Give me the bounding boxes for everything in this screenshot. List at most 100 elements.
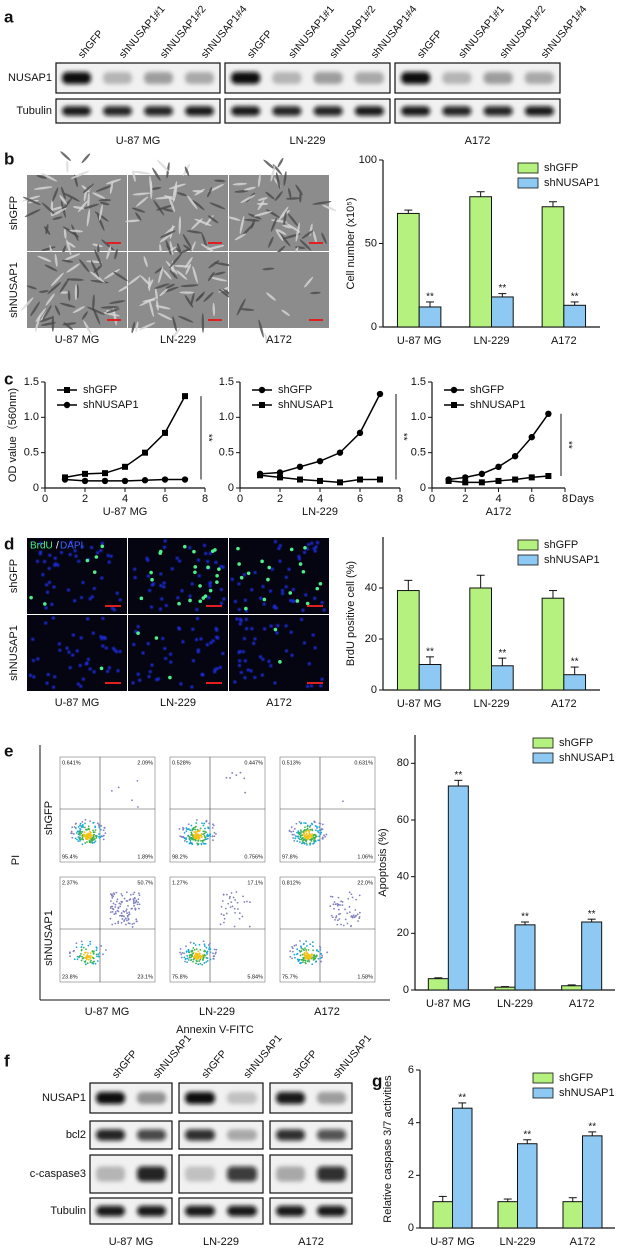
point <box>356 429 364 437</box>
event <box>207 944 210 946</box>
x-tick-label: 2 <box>462 493 468 505</box>
event <box>100 824 103 827</box>
quadrant-percent: 75.8% <box>172 974 188 980</box>
cell <box>270 165 276 182</box>
event <box>213 835 216 838</box>
cell <box>258 319 264 338</box>
event <box>193 831 195 833</box>
blot-band <box>62 106 91 116</box>
event <box>129 893 132 896</box>
nucleus <box>262 602 266 606</box>
event <box>289 950 292 953</box>
event <box>98 825 100 827</box>
cell <box>281 309 291 317</box>
event <box>84 818 87 821</box>
event <box>110 905 112 908</box>
event <box>86 841 88 843</box>
col-label: LN-229 <box>199 1006 235 1018</box>
event <box>342 800 344 803</box>
event <box>336 923 339 926</box>
cell <box>184 166 190 177</box>
event <box>206 837 209 840</box>
brdu-nucleus <box>198 584 202 588</box>
event <box>196 835 199 837</box>
blot-band <box>96 1129 125 1141</box>
significance: ** <box>521 912 529 923</box>
nucleus <box>239 670 243 675</box>
event <box>304 822 307 825</box>
row-label: shGFP <box>43 801 55 835</box>
nucleus <box>260 673 265 677</box>
event <box>180 956 183 959</box>
event <box>194 834 197 837</box>
event <box>89 835 92 838</box>
cell <box>192 265 198 284</box>
bar <box>447 785 469 991</box>
cell <box>234 190 249 193</box>
cell <box>276 228 287 235</box>
blot-band <box>401 106 431 116</box>
axis-label: Annexin V-FITC <box>176 1024 254 1036</box>
flow-plot <box>279 756 376 863</box>
nucleus <box>77 559 81 563</box>
point <box>495 463 502 470</box>
event <box>296 958 299 961</box>
blot-band <box>227 1166 257 1182</box>
event <box>323 834 325 837</box>
cell <box>147 279 154 289</box>
event <box>95 949 98 952</box>
x-tick-label: LN-229 <box>497 998 533 1010</box>
event <box>112 902 115 905</box>
y-tick-label: 1.5 <box>24 376 39 388</box>
event <box>76 958 79 961</box>
cell-line-label: U-87 MG <box>116 135 161 147</box>
event <box>229 777 231 779</box>
nucleus <box>277 546 281 551</box>
quadrant-percent: 97.8% <box>282 854 298 860</box>
event <box>319 946 322 949</box>
significance: ** <box>588 909 596 920</box>
panel-label: e <box>4 741 13 760</box>
event <box>316 825 318 828</box>
event <box>132 900 135 903</box>
nucleus <box>53 675 57 679</box>
x-tick-label: A172 <box>570 1236 596 1248</box>
cell <box>154 283 170 289</box>
nucleus <box>47 580 52 584</box>
event <box>225 912 228 915</box>
event <box>185 830 188 833</box>
event <box>197 963 200 966</box>
cell <box>201 233 208 250</box>
nucleus <box>268 589 273 593</box>
brdu-nucleus <box>288 591 293 595</box>
event <box>235 774 238 777</box>
nucleus <box>250 588 254 592</box>
event <box>315 949 318 951</box>
cell <box>66 160 69 173</box>
event <box>196 960 199 963</box>
cell <box>321 232 327 244</box>
brdu-nucleus <box>315 586 320 591</box>
nucleus <box>258 596 263 600</box>
event <box>79 824 81 827</box>
error-bar <box>548 201 557 207</box>
cell <box>41 246 56 252</box>
lane-label: shGFP <box>245 28 275 61</box>
cell <box>21 297 34 311</box>
nucleus <box>320 601 324 605</box>
blot-band <box>313 72 343 84</box>
error-bar <box>426 656 435 665</box>
blot-band <box>276 1205 305 1217</box>
event <box>299 832 302 835</box>
cell <box>178 315 194 323</box>
y-tick-label: 0.5 <box>219 447 234 459</box>
event <box>123 915 125 918</box>
event <box>98 823 100 826</box>
event <box>318 829 321 832</box>
cell <box>66 263 80 273</box>
bar <box>469 587 492 691</box>
event <box>319 953 322 955</box>
cell <box>24 209 41 218</box>
event <box>336 903 339 905</box>
legend-swatch <box>517 539 539 551</box>
